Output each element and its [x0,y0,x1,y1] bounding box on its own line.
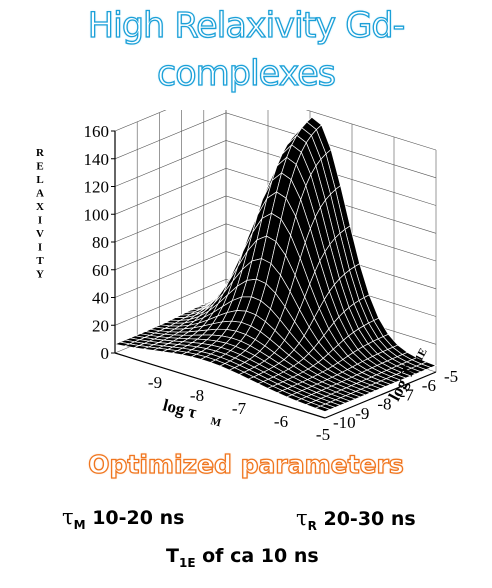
z-tick-label: 80 [92,233,109,252]
optimized-parameters-heading: Optimized parameters [88,449,405,479]
y-axis [324,371,437,419]
param-tau-m-subscript: M [73,517,86,532]
param-tau-m-symbol: τ [62,505,74,529]
z-tick-label: 40 [92,289,109,308]
y-tick-label: -6 [422,376,436,395]
y-tick-label: -10 [333,413,356,432]
z-tick-label: 60 [92,261,109,280]
z-axis-label-letter: T [36,255,44,267]
y-tick-label: -7 [400,385,415,404]
x-tick-label: -8 [190,386,204,405]
z-axis-label-letter: Y [36,269,44,281]
relaxivity-surface [113,116,437,412]
z-tick-label: 120 [84,178,110,197]
z-axis-label-letter: I [38,215,42,227]
z-tick-label: 20 [92,316,109,335]
relaxivity-surface-chart: 020406080100120140160RELAXIVITY-9-8-7-6-… [36,110,458,440]
y-tick-label: -9 [355,404,369,423]
z-axis-label-letter: I [38,242,42,254]
x-tick-label: -7 [232,399,247,418]
chart-axes [111,130,437,419]
param-tau-r-subscript: R [307,518,317,533]
z-tick-label: 100 [84,205,110,224]
param-tau-r-value: 20-30 ns [316,508,416,530]
x-tick-label: -9 [148,373,162,392]
z-axis-label-letter: R [36,147,45,159]
z-tick-label: 0 [101,344,110,363]
param-t1e-value: of ca 10 ns [195,545,319,567]
x-axis [114,352,326,419]
z-gridline [114,112,437,179]
z-axis-label-letter: V [36,228,44,240]
z-axis-label-letter: X [36,201,44,213]
param-tau-m: τM 10-20 ns [62,505,184,532]
param-t1e-subscript: 1E [178,555,196,570]
param-tau-r-symbol: τ [296,506,308,530]
y-tick-label: -8 [377,395,391,414]
param-tau-m-value: 10-20 ns [85,507,185,529]
x-tick-label: -5 [316,425,330,440]
param-t1e-symbol: T [166,545,179,567]
z-axis-label-letter: A [36,188,44,200]
y-tick-label: -5 [444,367,458,386]
param-tau-r: τR 20-30 ns [296,506,416,533]
x-tick-label: -6 [274,412,288,431]
y-axis-label-sub: 1E [413,346,430,363]
x-axis-label-sub: M [209,415,223,429]
z-tick-label: 140 [84,150,110,169]
surface-facet [314,405,331,412]
z-gridline [114,110,437,151]
z-tick-label: 160 [84,122,110,141]
z-axis-label-letter: L [36,174,43,186]
z-axis-label-letter: E [36,161,43,173]
param-t1e: T1E of ca 10 ns [166,545,319,570]
page-title: High Relaxivity Gd-complexes [87,5,406,94]
